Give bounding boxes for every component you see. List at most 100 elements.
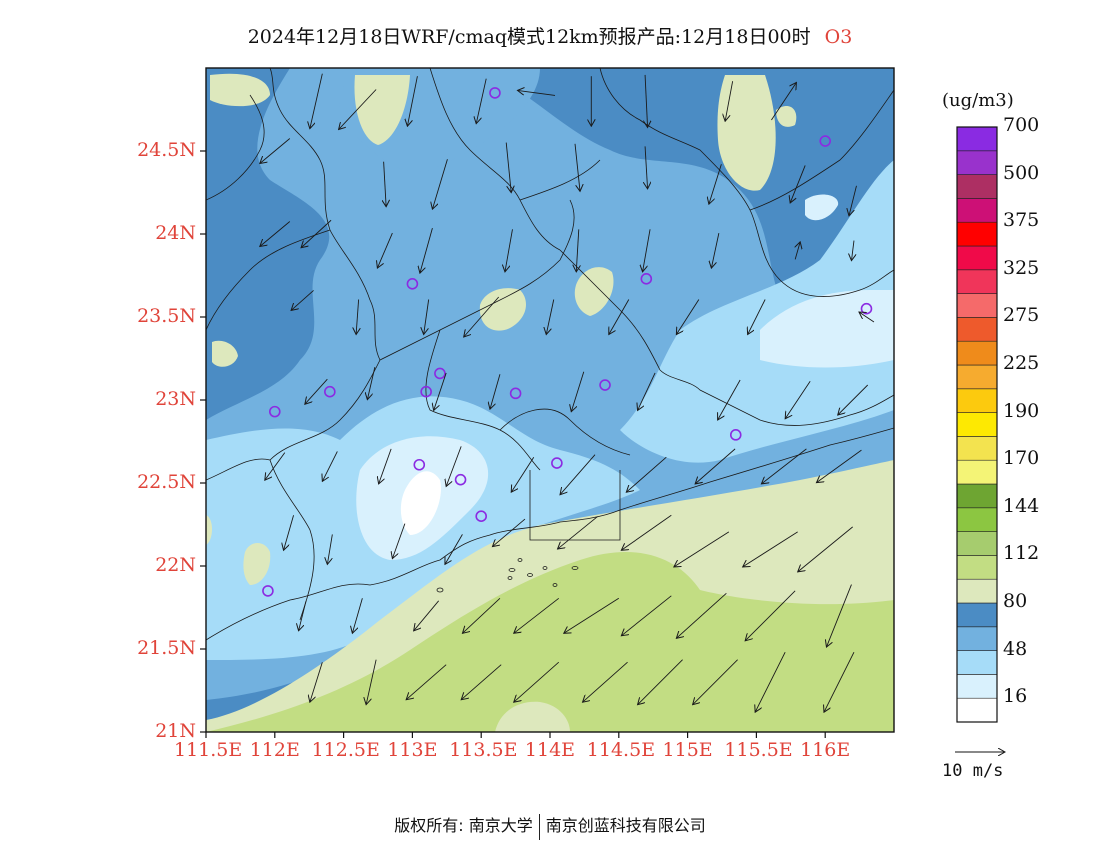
station-marker	[729, 429, 742, 441]
station-marker	[551, 457, 563, 469]
concentration-fill-band	[805, 194, 839, 221]
concentration-fill-band	[776, 105, 797, 127]
admin-boundaries	[206, 68, 894, 641]
station-marker	[413, 458, 426, 471]
wind-arrow	[576, 229, 579, 272]
wind-arrow	[462, 597, 501, 633]
wind-arrow	[339, 89, 377, 130]
y-tick-label: 22.5N	[137, 471, 196, 493]
wind-arrow	[407, 76, 418, 126]
colorbar-level-label: 16	[1003, 685, 1028, 708]
wind-arrow	[377, 232, 393, 268]
colorbar-swatch	[956, 245, 998, 271]
admin-boundary	[206, 229, 331, 331]
wind-arrow	[310, 662, 323, 702]
wind-arrow	[379, 448, 392, 484]
wind-arrow	[305, 378, 328, 404]
wind-arrow	[414, 600, 440, 631]
footer-separator	[538, 813, 540, 840]
wind-arrow	[816, 449, 862, 483]
wind-arrow	[310, 73, 323, 129]
wind-arrow	[859, 312, 875, 323]
concentration-fill-band	[620, 160, 894, 463]
colorbar-swatch	[956, 364, 998, 390]
colorbar-swatch	[956, 269, 998, 294]
station-marker	[262, 585, 274, 597]
wind-arrow	[384, 161, 387, 207]
colorbar-level-label: 80	[1003, 590, 1028, 612]
x-tick-label: 113.5E	[449, 739, 518, 761]
y-tick-label: 24.5N	[137, 139, 196, 161]
wind-arrow	[564, 597, 620, 633]
wind-arrow	[432, 159, 448, 209]
wind-arrow	[476, 78, 487, 124]
colorbar-swatch	[956, 555, 998, 580]
wind-arrow	[645, 74, 648, 128]
colorbar-swatch	[956, 198, 998, 223]
colorbar-swatch	[956, 436, 998, 461]
wind-arrow	[748, 299, 766, 335]
y-tick-label: 24N	[155, 222, 196, 244]
colorbar-swatch	[956, 293, 998, 318]
station-marker	[420, 385, 432, 398]
wind-arrow	[322, 451, 338, 481]
map-title: 2024年12月18日WRF/cmaq模式12km预报产品:12月18日00时 O…	[0, 22, 1100, 49]
admin-boundary	[499, 408, 631, 456]
colorbar-swatch	[956, 221, 998, 247]
wind-arrow	[761, 448, 807, 484]
axis-ticks	[200, 150, 826, 738]
colorbar-swatch	[956, 650, 998, 675]
colorbar-swatch	[956, 626, 998, 651]
wind-arrow	[676, 592, 727, 638]
station-marker	[434, 367, 446, 380]
wind-arrow	[352, 598, 363, 633]
wind-arrow	[420, 227, 433, 273]
wind-arrow	[621, 514, 672, 550]
wind-arrow	[638, 659, 683, 705]
wind-arrow	[676, 299, 700, 335]
admin-boundary	[425, 329, 541, 471]
colorbar-level-label: 375	[1003, 209, 1040, 232]
colorbar-swatch	[956, 150, 998, 175]
title-text: 2024年12月18日WRF/cmaq模式12km预报产品:12月18日00时	[247, 26, 811, 48]
colorbar-swatch	[956, 697, 998, 723]
wind-arrow	[695, 448, 736, 484]
colorbar-swatch	[956, 459, 998, 485]
admin-boundary	[269, 459, 315, 621]
wind-arrow	[434, 372, 447, 411]
colorbar-level-label: 500	[1003, 161, 1040, 184]
y-tick-label: 23.5N	[137, 305, 196, 327]
wind-arrow	[743, 531, 798, 567]
concentration-fill-band	[210, 73, 270, 107]
concentration-fill-band	[212, 340, 238, 367]
x-tick-label: 115.5E	[724, 739, 793, 761]
copyright-left: 版权所有: 南京大学	[394, 816, 533, 835]
concentration-fill-band	[760, 290, 894, 368]
colorbar-swatch	[956, 340, 998, 366]
wind-arrow	[838, 384, 869, 415]
x-tick-label: 115E	[662, 739, 713, 761]
wind-arrow	[645, 146, 648, 189]
wind-arrow	[560, 454, 596, 495]
coastline	[206, 427, 894, 641]
wind-arrow	[851, 240, 854, 261]
wind-arrow	[392, 523, 406, 559]
concentration-fill-band	[495, 701, 570, 732]
wind-arrow	[464, 296, 500, 337]
wind-arrow	[260, 221, 291, 247]
wind-arrow	[546, 299, 555, 335]
wind-arrow	[356, 299, 359, 335]
admin-boundary	[429, 68, 561, 251]
station-marker	[489, 87, 501, 99]
wind-arrow	[511, 456, 535, 492]
wind-arrow	[718, 379, 741, 420]
wind-reference-label: 10 m/s	[942, 761, 1004, 781]
wind-arrow	[826, 584, 852, 648]
wind-vectors	[260, 73, 875, 713]
wind-arrow	[424, 299, 430, 335]
colorbar-level-label: 144	[1003, 494, 1040, 517]
wind-arrow	[517, 90, 556, 96]
wind-arrow	[327, 534, 333, 564]
colorbar-level-label: 48	[1003, 637, 1028, 660]
colorbar	[956, 126, 998, 723]
